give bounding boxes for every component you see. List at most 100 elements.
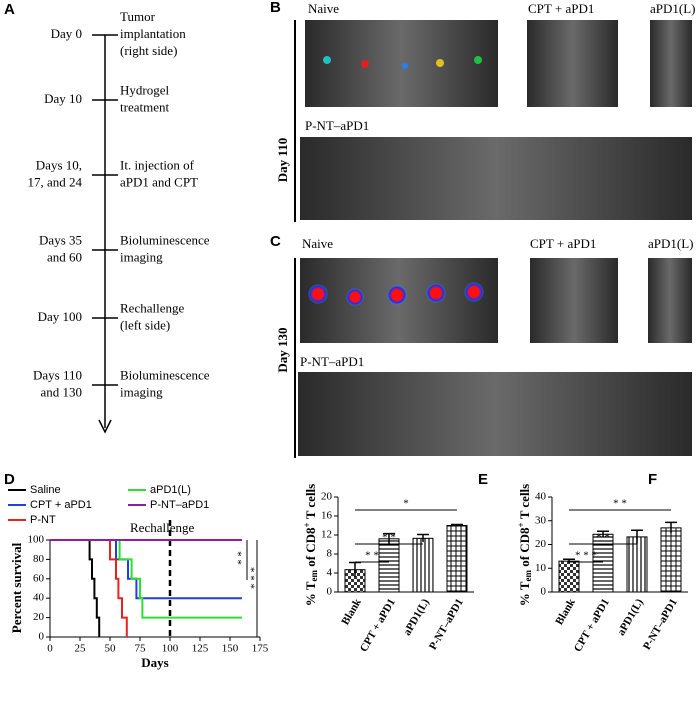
y-tick-label: 8 xyxy=(327,548,333,560)
bar xyxy=(378,538,400,593)
significance: * * * xyxy=(575,550,597,562)
survival-line xyxy=(50,539,128,637)
survival-line xyxy=(50,539,101,637)
bar xyxy=(412,537,434,593)
y-axis-title-part: + xyxy=(302,522,312,527)
error-bar xyxy=(349,561,361,577)
bar xyxy=(660,527,682,593)
x-tick-label: P-NT–aPD1 xyxy=(641,597,680,652)
event-time: Days 110 xyxy=(33,367,82,382)
x-tick-label: CPT + aPD1 xyxy=(358,597,398,654)
event-text: Tumor xyxy=(120,9,156,24)
event-text: implantation xyxy=(120,26,186,41)
x-tick-label: aPD1(L) xyxy=(401,596,432,637)
bar xyxy=(446,525,468,593)
x-tick-label: 75 xyxy=(135,643,147,655)
x-tick-label: 100 xyxy=(162,643,179,655)
bar xyxy=(626,536,648,593)
event-text: (right side) xyxy=(120,43,177,58)
y-axis-title-part: % T xyxy=(303,581,318,606)
panel-label: A xyxy=(4,1,15,18)
x-tick-label: 175 xyxy=(252,643,269,655)
event-text: Bioluminescence xyxy=(120,232,210,247)
y-tick-label: 0 xyxy=(39,631,45,643)
event-text: (left side) xyxy=(120,317,170,332)
group-label: aPD1(L) xyxy=(648,236,694,251)
x-tick-label: 125 xyxy=(192,643,209,655)
event-text: Rechallenge xyxy=(120,300,184,315)
event-text: aPD1 and CPT xyxy=(120,174,198,189)
event-text: Hydrogel xyxy=(120,82,169,97)
y-axis-title-part: em xyxy=(309,570,319,582)
y-axis-title-part: of CD8 xyxy=(517,527,532,570)
event-time: Days 10, xyxy=(36,157,82,172)
y-axis-title-part: % T xyxy=(517,581,532,606)
panel-label: D xyxy=(4,471,15,488)
y-tick-label: 10 xyxy=(535,562,547,574)
event-text: treatment xyxy=(120,99,169,114)
event-time: and 130 xyxy=(40,384,82,399)
bracket xyxy=(246,540,258,637)
y-axis-title-part: em xyxy=(523,570,533,582)
event-text: Bioluminescence xyxy=(120,367,210,382)
x-tick-label: Blank xyxy=(339,596,364,627)
y-tick-label: 60 xyxy=(33,572,45,584)
significance: * * xyxy=(382,532,396,544)
y-tick-label: 100 xyxy=(28,534,45,546)
survival-line xyxy=(50,539,242,619)
group-label: Naive xyxy=(302,236,333,251)
y-tick-label: 16 xyxy=(321,510,333,522)
x-tick-label: Blank xyxy=(553,596,578,627)
error-bar xyxy=(417,533,429,543)
significance: * * xyxy=(596,532,610,544)
x-tick-label: CPT + aPD1 xyxy=(572,597,612,654)
significance: * * xyxy=(613,498,627,510)
error-bar xyxy=(451,523,463,527)
group-label: CPT + aPD1 xyxy=(528,1,594,16)
event-time: Day 100 xyxy=(38,309,82,324)
group-label: CPT + aPD1 xyxy=(530,236,596,251)
x-tick-label: 50 xyxy=(105,643,117,655)
legend-label: Saline xyxy=(30,484,61,496)
group-label: aPD1(L) xyxy=(650,1,696,16)
group-label: Naive xyxy=(308,1,339,16)
error-bar xyxy=(631,529,643,544)
y-tick-label: 4 xyxy=(327,567,333,579)
error-bar xyxy=(665,521,677,534)
legend-label: P-NT xyxy=(30,514,56,526)
y-tick-label: 20 xyxy=(535,538,547,550)
y-axis-title-part: + xyxy=(516,522,526,527)
y-tick-label: 0 xyxy=(327,586,333,598)
y-tick-label: 40 xyxy=(535,491,547,503)
panel-label: E xyxy=(478,471,488,488)
y-tick-label: 12 xyxy=(321,529,332,541)
annotation: Rechallenge xyxy=(130,520,194,535)
legend-label: P-NT–aPD1 xyxy=(150,499,209,511)
event-time: 17, and 24 xyxy=(27,174,82,189)
event-time: and 60 xyxy=(47,249,82,264)
y-tick-label: 80 xyxy=(33,553,45,565)
x-axis-title: Days xyxy=(141,655,168,670)
group-label: P-NT–aPD1 xyxy=(305,118,369,133)
error-bar xyxy=(597,530,609,538)
y-axis-title: Percent survival xyxy=(9,542,24,633)
event-time: Days 35 xyxy=(39,232,82,247)
significance: * * * xyxy=(244,567,256,589)
survival-line xyxy=(50,539,242,600)
x-tick-label: aPD1(L) xyxy=(615,596,646,637)
y-axis-title-part: T cells xyxy=(517,484,532,523)
y-axis-title: % Tem of CD8+ T cells xyxy=(516,484,533,606)
x-tick-label: 150 xyxy=(222,643,239,655)
y-tick-label: 30 xyxy=(535,514,547,526)
y-tick-label: 20 xyxy=(33,611,45,623)
error-bar xyxy=(383,532,395,545)
legend-label: CPT + aPD1 xyxy=(30,499,92,511)
panel-label: F xyxy=(648,471,657,488)
panel-label: C xyxy=(270,233,281,250)
y-axis-title: % Tem of CD8+ T cells xyxy=(302,484,319,606)
significance: * xyxy=(403,498,409,510)
group-label: P-NT–aPD1 xyxy=(300,354,364,369)
y-tick-label: 20 xyxy=(321,491,333,503)
day-label: Day 110 xyxy=(275,138,290,182)
